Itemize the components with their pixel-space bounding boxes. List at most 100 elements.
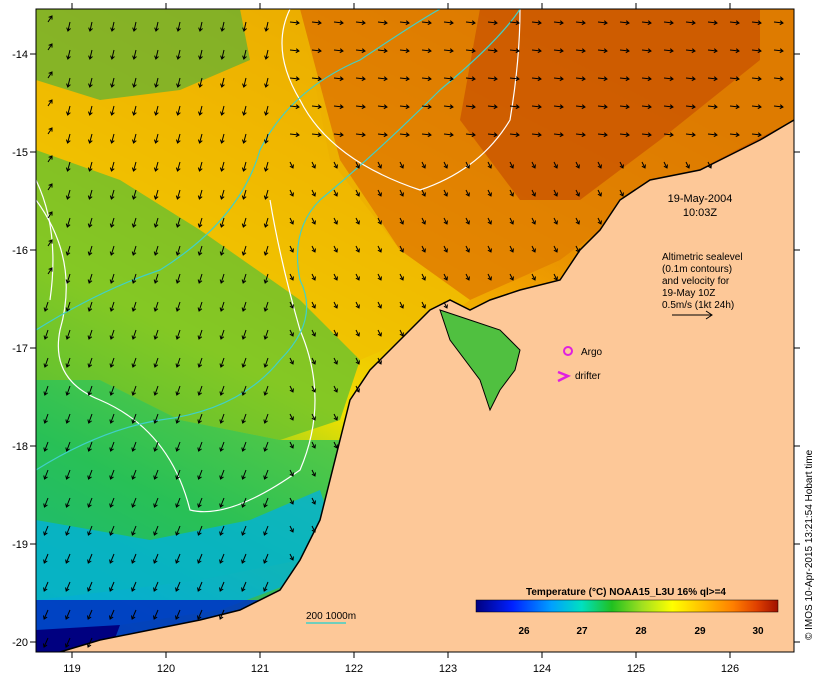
velocity-arrow-icon — [465, 104, 476, 110]
velocity-arrow-icon — [153, 189, 159, 200]
lon-tick-marks — [71, 3, 731, 658]
latitude-axis: -14 -15 -16 -17 -18 -19 -20 — [12, 49, 800, 649]
velocity-arrow-icon — [619, 20, 630, 26]
velocity-arrow-icon — [509, 48, 520, 54]
velocity-arrow-icon — [509, 20, 520, 26]
altimetry-line: Altimetric sealevel — [662, 252, 743, 263]
velocity-arrow-icon — [465, 189, 470, 197]
velocity-arrow-icon — [198, 21, 203, 32]
velocity-arrow-icon — [109, 189, 115, 200]
velocity-arrow-icon — [531, 48, 542, 54]
velocity-arrow-icon — [311, 189, 316, 197]
velocity-arrow-icon — [241, 581, 247, 592]
velocity-arrow-icon — [333, 245, 338, 253]
lat-tick-label: -14 — [12, 49, 28, 61]
velocity-arrow-icon — [264, 21, 269, 32]
velocity-arrow-icon — [619, 48, 630, 54]
velocity-arrow-icon — [264, 49, 269, 60]
velocity-arrow-icon — [597, 189, 602, 197]
velocity-arrow-icon — [465, 273, 470, 281]
velocity-arrow-icon — [311, 525, 316, 533]
velocity-arrow-icon — [175, 245, 181, 256]
velocity-arrow-icon — [575, 104, 586, 110]
velocity-arrow-icon — [575, 48, 586, 54]
velocity-arrow-icon — [311, 301, 316, 309]
velocity-arrow-icon — [333, 385, 338, 393]
velocity-arrow-icon — [465, 132, 476, 138]
velocity-arrow-icon — [487, 132, 498, 138]
velocity-arrow-icon — [263, 133, 269, 144]
velocity-arrow-icon — [131, 301, 137, 312]
velocity-arrow-icon — [197, 133, 203, 144]
lon-tick-label: 120 — [157, 663, 175, 675]
velocity-arrow-icon — [175, 469, 181, 480]
velocity-arrow-icon — [153, 441, 159, 452]
velocity-arrow-icon — [47, 155, 53, 163]
velocity-arrow-icon — [87, 329, 93, 340]
lat-tick-label: -16 — [12, 245, 28, 257]
velocity-arrow-icon — [619, 132, 630, 138]
velocity-arrow-icon — [311, 329, 316, 337]
velocity-arrow-icon — [465, 76, 476, 82]
velocity-arrow-icon — [355, 273, 360, 281]
velocity-arrow-icon — [751, 104, 762, 110]
velocity-arrow-icon — [197, 525, 203, 536]
velocity-arrow-icon — [289, 413, 294, 421]
velocity-arrow-icon — [597, 132, 608, 138]
velocity-arrow-icon — [132, 77, 137, 88]
velocity-arrow-icon — [219, 441, 225, 452]
velocity-arrow-icon — [553, 104, 564, 110]
velocity-arrows — [42, 15, 784, 648]
velocity-arrow-icon — [220, 21, 225, 32]
velocity-arrow-icon — [263, 329, 269, 340]
velocity-arrow-icon — [219, 553, 225, 564]
velocity-arrow-icon — [241, 273, 247, 284]
velocity-arrow-icon — [242, 77, 247, 88]
velocity-arrow-icon — [87, 581, 93, 592]
velocity-arrow-icon — [65, 357, 71, 368]
velocity-arrow-icon — [263, 469, 269, 480]
velocity-arrow-icon — [43, 581, 49, 592]
velocity-arrow-icon — [43, 497, 49, 508]
velocity-arrow-icon — [663, 76, 674, 82]
scale-arrow-icon — [672, 310, 713, 320]
velocity-arrow-icon — [242, 21, 247, 32]
lon-tick-label: 122 — [345, 663, 363, 675]
velocity-arrow-icon — [289, 104, 300, 110]
velocity-arrow-icon — [198, 49, 203, 60]
velocity-arrow-icon — [355, 20, 366, 26]
velocity-arrow-icon — [355, 189, 360, 197]
velocity-arrow-icon — [110, 21, 115, 32]
velocity-arrow-icon — [65, 413, 71, 424]
velocity-arrow-icon — [197, 385, 203, 396]
velocity-arrow-icon — [487, 245, 492, 253]
velocity-arrow-icon — [355, 104, 366, 110]
velocity-arrow-icon — [131, 133, 137, 144]
longitude-axis: 119 120 121 122 123 124 125 126 — [63, 3, 739, 675]
velocity-arrow-icon — [355, 132, 366, 138]
velocity-arrow-icon — [773, 20, 784, 26]
velocity-arrow-icon — [311, 245, 316, 253]
velocity-arrow-icon — [311, 497, 316, 505]
velocity-arrow-icon — [65, 329, 71, 340]
velocity-arrow-icon — [333, 357, 338, 365]
velocity-arrow-icon — [87, 441, 93, 452]
velocity-arrow-icon — [153, 217, 159, 228]
velocity-arrow-icon — [377, 329, 382, 337]
velocity-arrow-icon — [377, 132, 388, 138]
velocity-arrow-icon — [355, 385, 360, 393]
velocity-arrow-icon — [443, 301, 448, 309]
velocity-arrow-icon — [487, 189, 492, 197]
velocity-arrow-icon — [531, 132, 542, 138]
velocity-arrow-icon — [197, 245, 203, 256]
velocity-arrow-icon — [42, 609, 49, 620]
velocity-arrow-icon — [219, 217, 225, 228]
velocity-arrow-icon — [575, 217, 580, 225]
colorbar-tick: 26 — [518, 626, 530, 637]
velocity-arrow-icon — [154, 21, 159, 32]
colorbar-title: Temperature (°C) NOAA15_L3U 16% ql>=4 — [526, 587, 726, 598]
velocity-arrow-icon — [87, 553, 93, 564]
velocity-arrow-icon — [175, 357, 181, 368]
velocity-arrow-icon — [597, 161, 602, 169]
